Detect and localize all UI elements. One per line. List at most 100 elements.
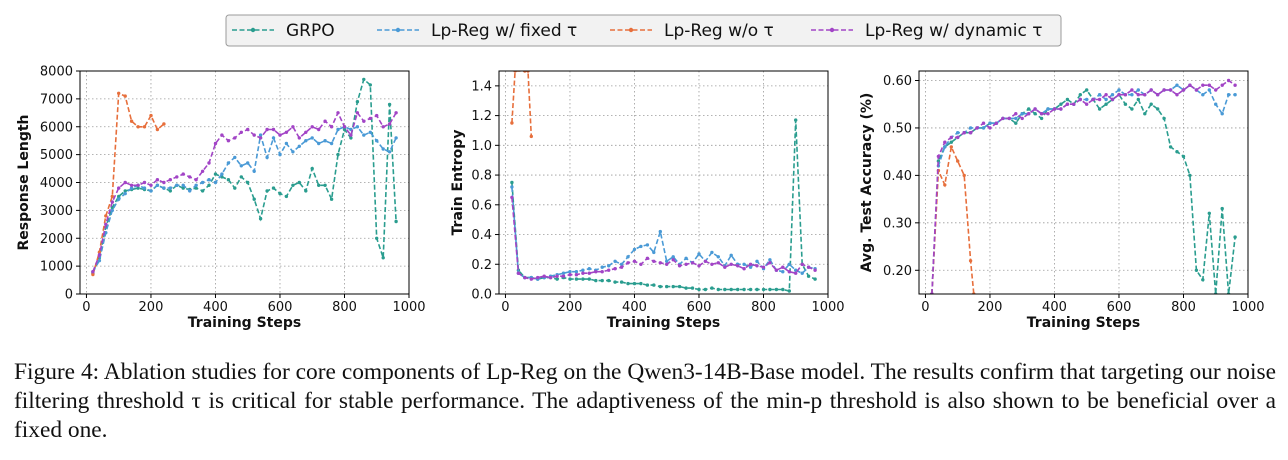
data-point (1097, 97, 1102, 102)
data-point (645, 243, 650, 247)
data-point (523, 275, 527, 280)
data-point (1181, 154, 1186, 159)
figure-caption: Figure 4: Ablation studies for core comp… (14, 359, 1276, 443)
data-point (323, 183, 327, 187)
y-tick-label: 0.60 (883, 74, 912, 89)
data-point (645, 283, 650, 287)
data-point (123, 180, 127, 185)
data-point (117, 186, 121, 190)
data-point (574, 270, 579, 274)
data-point (336, 127, 340, 132)
data-point (671, 255, 675, 259)
data-point (233, 136, 237, 140)
data-point (129, 186, 134, 190)
data-point (748, 262, 753, 266)
data-point (1149, 88, 1153, 92)
data-point (394, 111, 398, 115)
data-point (213, 180, 218, 185)
data-point (697, 287, 701, 292)
data-point (632, 247, 637, 252)
data-point (613, 267, 617, 271)
data-point (207, 178, 211, 182)
data-point (1085, 102, 1089, 106)
data-point (568, 277, 572, 281)
data-point (220, 133, 224, 137)
data-point (665, 259, 669, 263)
data-point (317, 127, 321, 132)
data-point (1201, 278, 1205, 282)
data-point (368, 116, 372, 121)
data-point (658, 284, 662, 289)
data-point (200, 169, 205, 173)
data-point (1201, 93, 1205, 97)
data-point (645, 256, 650, 260)
legend-entry: Lp-Reg w/o τ (610, 21, 774, 41)
data-point (271, 127, 276, 132)
data-point (962, 131, 966, 135)
data-point (226, 161, 231, 165)
data-point (362, 119, 366, 123)
data-point (1027, 107, 1031, 111)
x-tick-label: 400 (203, 300, 228, 315)
data-point (968, 131, 973, 135)
data-point (510, 180, 514, 185)
data-point (710, 262, 714, 266)
data-point (1046, 107, 1050, 111)
data-point (97, 250, 102, 254)
data-point (252, 169, 256, 173)
x-tick-label: 0 (501, 300, 509, 315)
data-point (975, 126, 979, 130)
data-point (304, 130, 308, 134)
y-tick-label: 1000 (40, 260, 73, 275)
data-point (246, 161, 250, 165)
data-point (336, 111, 340, 115)
data-point (220, 172, 224, 176)
data-point (342, 127, 347, 132)
data-point (639, 262, 643, 266)
data-point (1014, 112, 1018, 116)
data-point (1065, 97, 1070, 102)
data-point (729, 287, 733, 292)
data-point (136, 183, 140, 187)
data-point (787, 289, 791, 293)
data-point (943, 140, 947, 144)
data-point (1233, 83, 1237, 87)
data-point (1020, 116, 1024, 121)
data-point (529, 277, 533, 281)
data-point (317, 183, 321, 187)
data-point (226, 139, 231, 143)
series-line (931, 84, 1236, 294)
data-point (626, 281, 630, 286)
data-point (587, 267, 591, 271)
data-point (155, 183, 160, 187)
data-point (1175, 150, 1179, 154)
data-point (1130, 93, 1134, 97)
data-point (1233, 93, 1237, 97)
data-point (355, 111, 360, 115)
data-point (233, 155, 237, 160)
data-point (278, 191, 282, 196)
data-point (949, 140, 953, 144)
data-point (258, 133, 263, 137)
y-tick-label: 0 (65, 288, 73, 303)
data-point (1136, 88, 1141, 92)
data-point (1039, 116, 1044, 121)
x-tick-label: 200 (558, 300, 583, 315)
data-point (943, 183, 947, 187)
data-point (104, 222, 108, 226)
data-point (194, 178, 198, 182)
data-point (1156, 93, 1160, 97)
data-point (755, 264, 759, 268)
data-point (149, 113, 153, 118)
x-tick-label: 200 (978, 300, 1003, 315)
data-point (716, 261, 720, 265)
y-tick-label: 0.40 (883, 169, 912, 184)
data-point (1059, 102, 1063, 106)
series-line (931, 88, 1236, 294)
data-point (665, 262, 669, 266)
data-point (626, 261, 630, 265)
data-point (297, 180, 301, 185)
data-point (510, 195, 514, 200)
data-point (587, 277, 591, 281)
data-point (252, 197, 256, 201)
